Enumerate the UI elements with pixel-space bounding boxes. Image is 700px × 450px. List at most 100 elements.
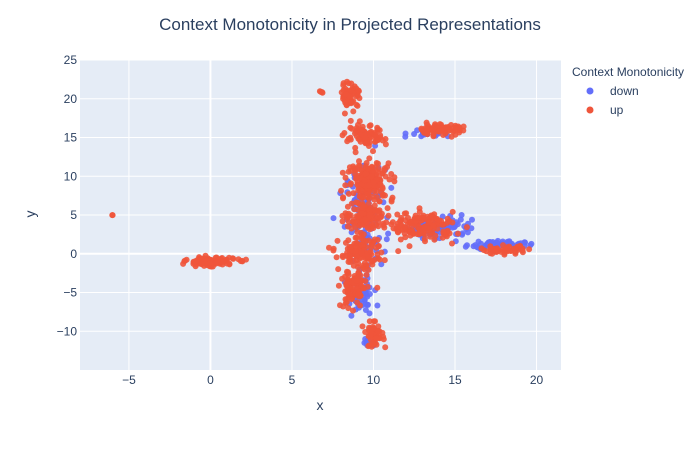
point-up [430,222,437,229]
point-up [423,125,430,132]
point-up [424,131,431,138]
point-up [383,219,390,226]
point-up [376,256,383,263]
point-up [230,255,237,262]
point-up [358,235,365,242]
point-up [362,329,369,335]
point-up [388,198,395,205]
x-tick-label: 15 [448,373,462,387]
point-up [355,260,362,267]
legend-entries[interactable]: down up [586,84,639,117]
point-up [347,117,354,124]
point-up [394,211,401,218]
point-up [344,286,351,293]
point-up [382,344,389,351]
point-up [425,219,432,226]
point-up [446,218,453,225]
point-up [374,126,381,133]
point-up [368,343,375,350]
point-up [343,214,350,221]
point-down [383,236,390,243]
point-up [342,85,349,92]
point-up [401,230,408,237]
point-up [365,237,372,244]
point-up [326,244,332,251]
point-up [372,164,379,171]
point-up [379,192,386,199]
point-up [361,260,368,266]
point-up [455,230,461,237]
point-up [370,318,377,325]
point-up [526,246,533,253]
point-up [410,230,417,237]
point-up [335,266,342,273]
point-up [376,198,383,205]
point-up [345,237,352,244]
point-up [430,131,437,138]
point-up [439,234,446,241]
point-up [339,218,346,225]
point-up [344,138,351,145]
point-up [388,221,395,228]
point-up [183,256,190,263]
y-tick-label: −5 [63,286,77,300]
point-up [340,195,346,202]
y-tick-label: 15 [64,131,78,145]
point-up [370,193,377,200]
point-up [370,148,376,155]
legend-marker [586,106,594,114]
point-up [370,179,377,186]
point-up [443,124,450,131]
point-up [463,224,470,231]
point-up [492,248,499,255]
point-up [418,125,425,132]
point-down [388,184,395,191]
point-up [360,194,367,201]
point-up [344,78,350,85]
point-up [369,258,376,265]
point-up [483,248,490,255]
point-up [355,87,362,94]
point-up [366,207,373,214]
point-up [350,108,357,115]
legend-item-up[interactable]: up [586,103,624,117]
point-up [440,228,447,235]
y-tick-label: 25 [64,53,78,67]
point-up [436,217,443,224]
legend-marker [586,87,594,95]
point-up [421,235,428,242]
point-up [359,210,365,217]
point-up [353,253,360,260]
point-down [374,302,381,309]
point-up [351,206,358,213]
point-up [380,336,387,343]
data-points [109,78,535,351]
legend-item-down[interactable]: down [586,84,639,98]
point-up [358,187,365,194]
point-up [435,128,442,135]
point-up [373,335,379,342]
point-up [354,277,360,284]
point-up [192,258,199,265]
point-down [362,307,369,313]
point-up [431,236,438,243]
point-up [347,181,354,188]
point-up [379,170,386,177]
y-tick-label: 20 [64,92,78,106]
point-up [374,251,381,258]
point-down [469,216,475,223]
legend[interactable]: Context Monotonicity down up [572,65,684,117]
point-up [370,217,377,224]
point-up [375,137,382,143]
point-down [464,229,471,236]
point-up [109,212,116,219]
point-up [207,260,213,267]
point-up [362,163,369,170]
point-up [360,284,367,291]
point-down [459,230,466,237]
point-up [345,272,352,278]
y-tick-label: 10 [64,169,78,183]
point-up [342,182,349,189]
point-up [377,181,384,188]
